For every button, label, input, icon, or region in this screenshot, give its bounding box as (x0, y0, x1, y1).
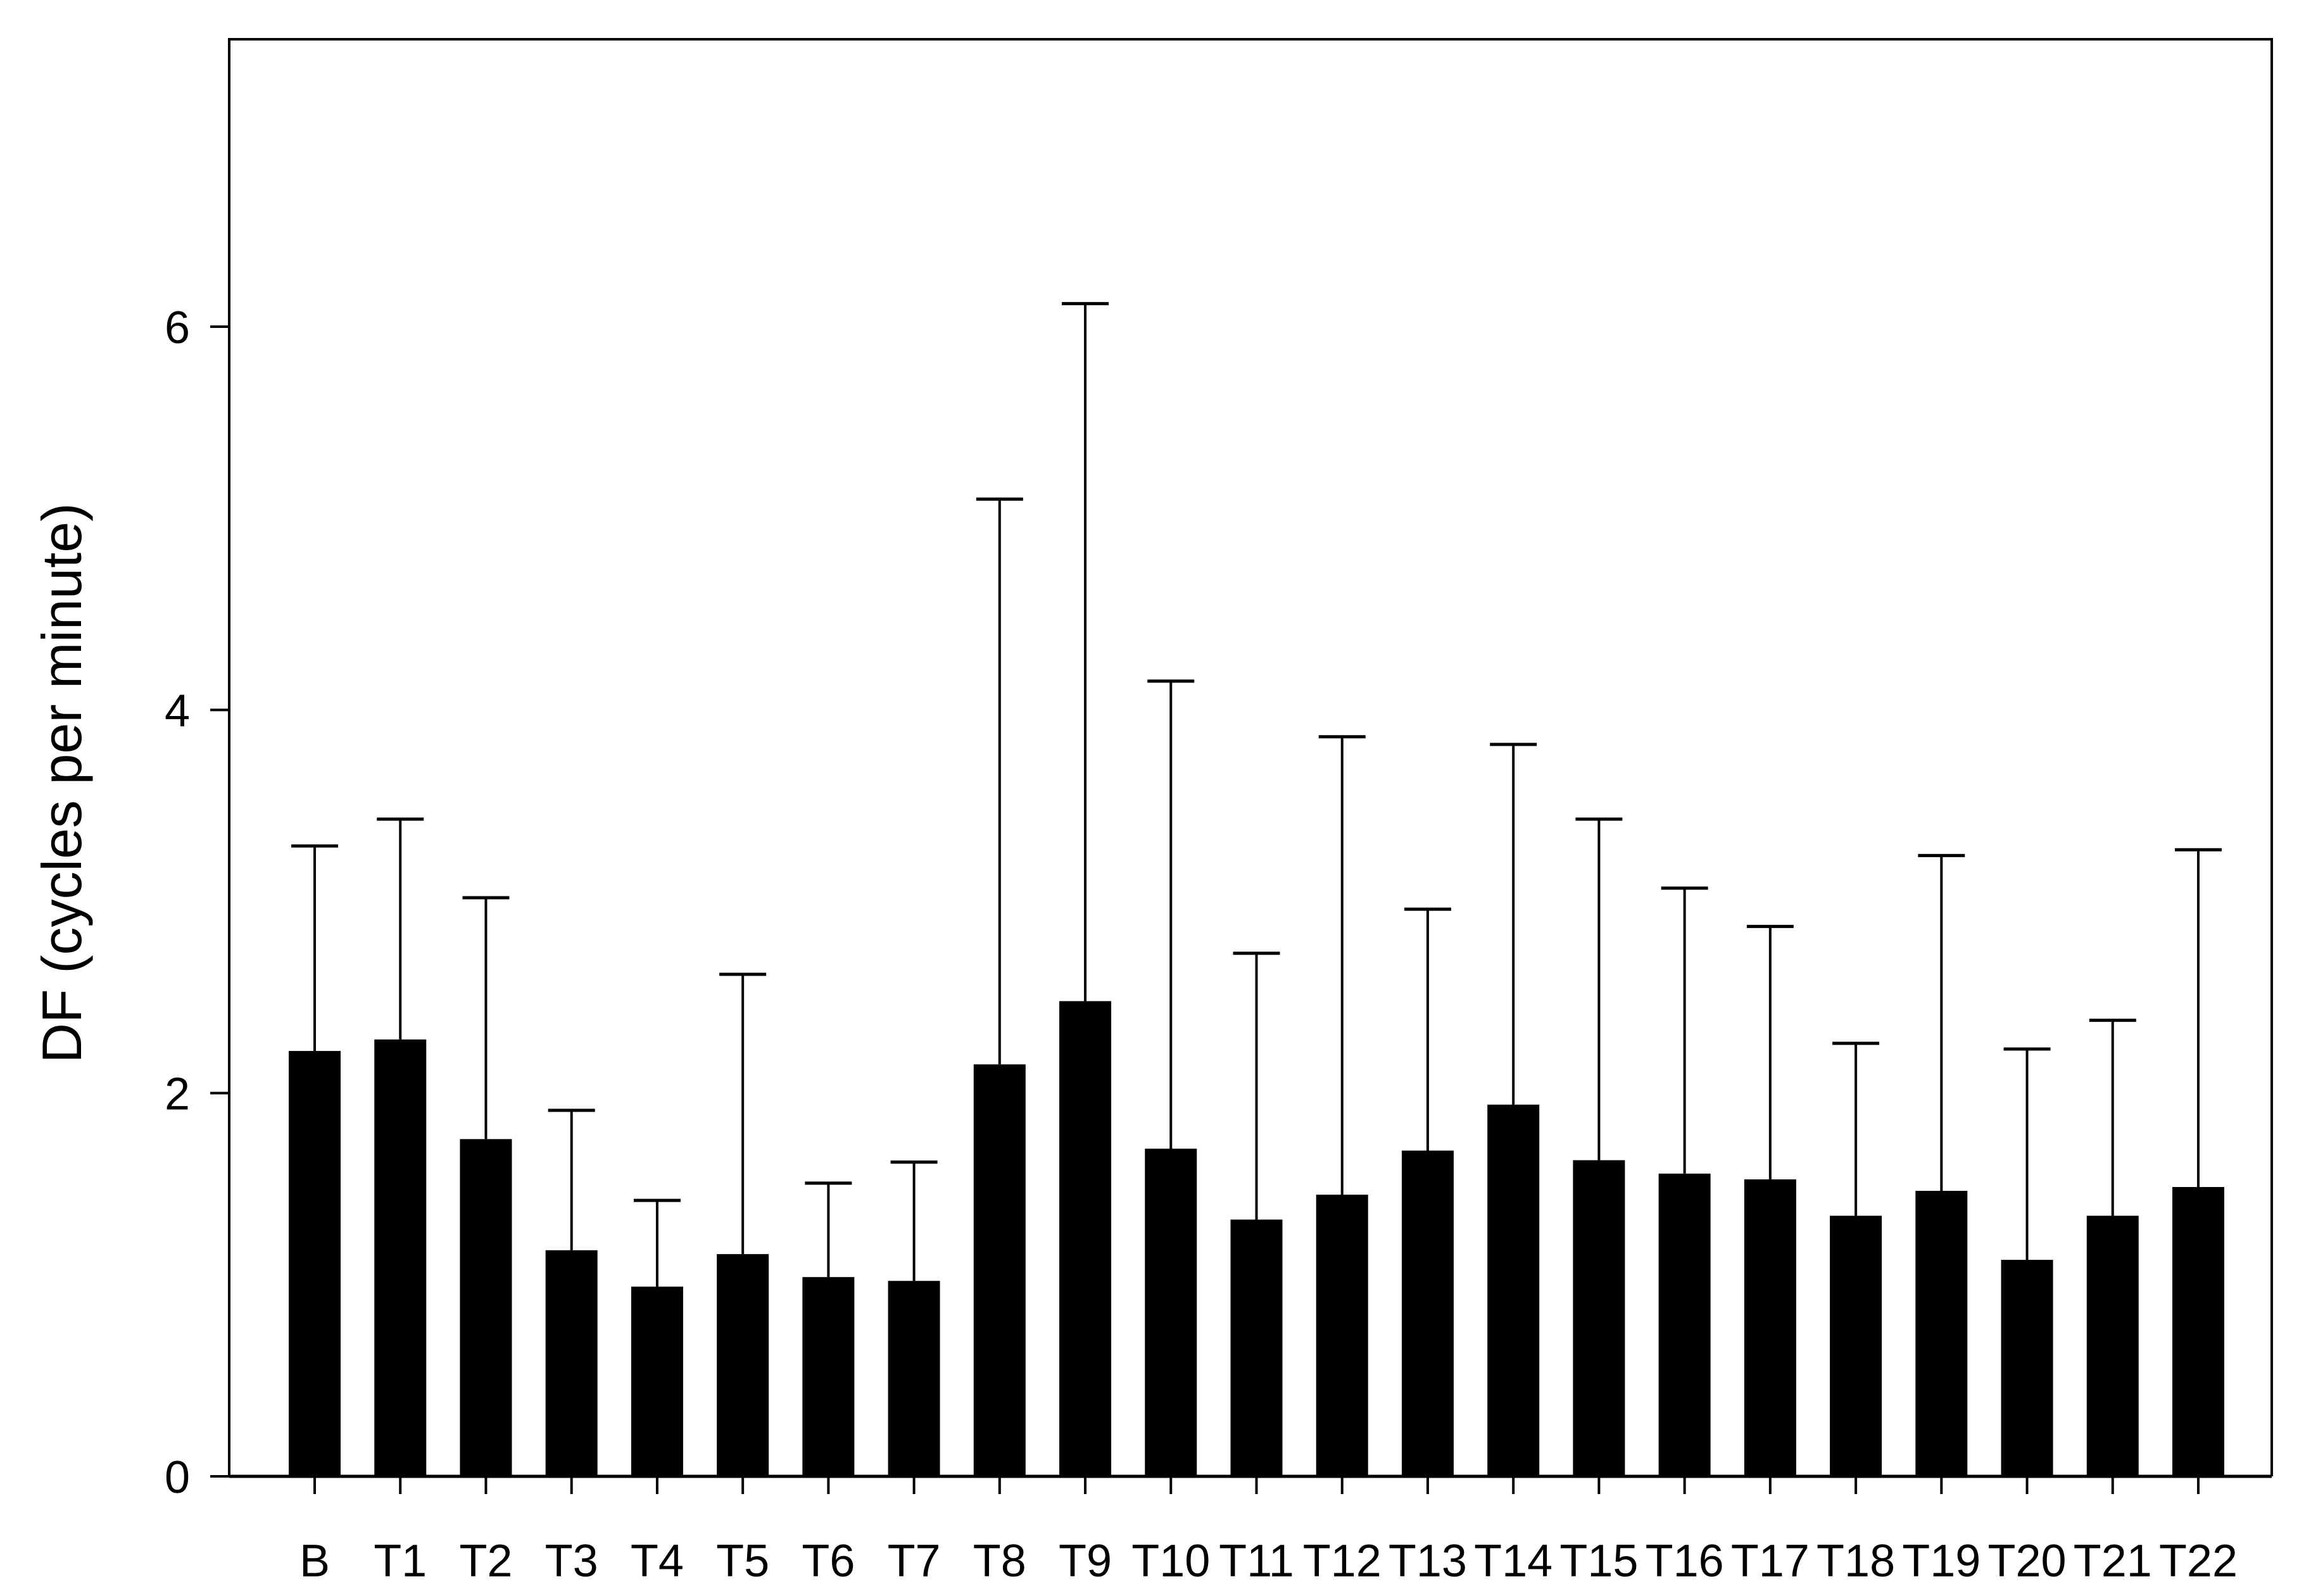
x-tick-label-t19: T19 (1902, 1536, 1980, 1587)
bar-t9 (1059, 1001, 1112, 1476)
x-tick-label-t20: T20 (1988, 1536, 2067, 1587)
x-tick-label-b: B (299, 1536, 330, 1587)
x-tick-label-t3: T3 (545, 1536, 598, 1587)
bar-t19 (1915, 1191, 1968, 1476)
bar-b (289, 1051, 341, 1476)
y-axis: 0 2 4 6 (165, 303, 229, 1503)
y-tick-label: 2 (165, 1069, 190, 1120)
bar-t22 (2172, 1186, 2224, 1476)
x-tick-label-t13: T13 (1388, 1536, 1467, 1587)
x-tick-label-t7: T7 (888, 1536, 941, 1587)
error-bars-group (291, 302, 2222, 1287)
bar-t12 (1316, 1195, 1368, 1476)
bar-t17 (1744, 1179, 1796, 1476)
plot-frame (228, 38, 2273, 1476)
x-tick-label-t22: T22 (2159, 1536, 2238, 1587)
bar-t13 (1401, 1150, 1454, 1476)
bar-t1 (374, 1039, 427, 1476)
x-tick-label-t11: T11 (1219, 1536, 1294, 1587)
bar-t10 (1145, 1148, 1197, 1476)
bar-t20 (2001, 1259, 2053, 1476)
x-tick-label-t14: T14 (1474, 1536, 1552, 1587)
bar-t11 (1230, 1219, 1283, 1476)
bar-t3 (545, 1250, 598, 1476)
y-tick-label: 0 (165, 1452, 190, 1503)
x-tick-label-t17: T17 (1731, 1536, 1810, 1587)
y-tick-label: 6 (165, 303, 190, 353)
bars-group (289, 1001, 2224, 1476)
bar-t8 (973, 1064, 1026, 1476)
x-tick-label-t21: T21 (2074, 1536, 2152, 1587)
x-axis: B T1 T2 T3 T4 T5 T6 T7 T8 T9 T10 T11 T12 T13 T14 T15 T16… (299, 1476, 2238, 1587)
x-tick-label-t5: T5 (716, 1536, 769, 1587)
bar-t14 (1487, 1104, 1540, 1476)
y-tick-label: 4 (165, 686, 190, 736)
x-tick-label-t4: T4 (631, 1536, 684, 1587)
x-tick-label-t10: T10 (1131, 1536, 1210, 1587)
bar-t15 (1573, 1160, 1625, 1476)
x-tick-label-t1: T1 (374, 1536, 427, 1587)
x-tick-label-t9: T9 (1059, 1536, 1112, 1587)
bar-t5 (717, 1254, 769, 1476)
y-axis-label: DF (cycles per minute) (30, 503, 93, 1063)
x-tick-label-t2: T2 (459, 1536, 512, 1587)
bar-t7 (888, 1281, 940, 1476)
x-tick-label-t12: T12 (1303, 1536, 1382, 1587)
bar-t4 (631, 1286, 683, 1476)
bar-t21 (2086, 1216, 2139, 1476)
bar-t16 (1658, 1173, 1711, 1476)
bar-t6 (802, 1277, 855, 1476)
x-tick-label-t18: T18 (1817, 1536, 1895, 1587)
bar-t18 (1830, 1216, 1882, 1476)
x-tick-label-t8: T8 (973, 1536, 1026, 1587)
x-tick-label-t15: T15 (1559, 1536, 1638, 1587)
x-tick-label-t16: T16 (1646, 1536, 1724, 1587)
bar-t2 (460, 1139, 512, 1476)
x-tick-label-t6: T6 (802, 1536, 855, 1587)
